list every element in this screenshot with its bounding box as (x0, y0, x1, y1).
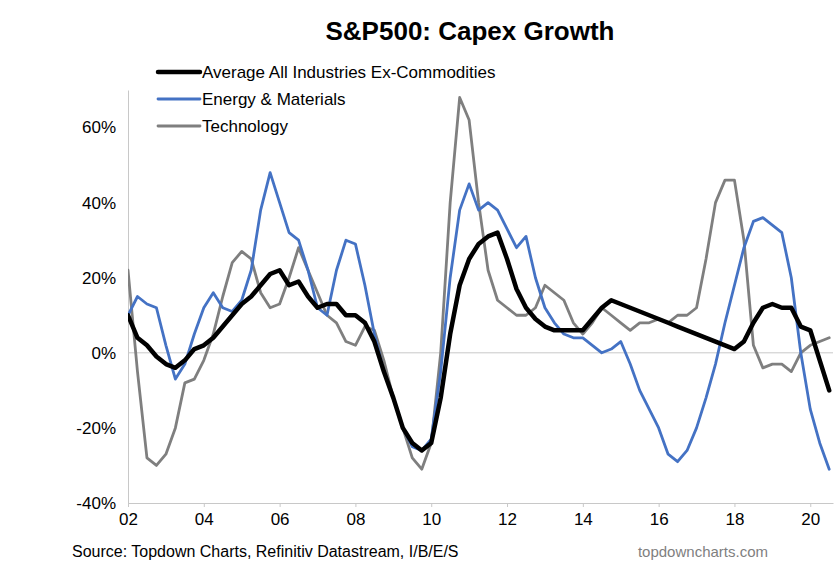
reference-lines (128, 352, 833, 353)
x-tick: 12 (498, 503, 517, 529)
x-tick-mark (431, 503, 432, 507)
y-tick: 40% (82, 194, 128, 213)
x-tick-label: 18 (725, 510, 744, 529)
x-axis: 02 04 06 08 10 12 14 16 18 20 (119, 503, 833, 529)
x-tick: 16 (650, 503, 669, 529)
legend-swatch (158, 98, 200, 101)
y-tick-label: 20% (82, 269, 116, 288)
x-tick: 18 (725, 503, 744, 529)
x-tick-mark (128, 503, 129, 507)
zero-line (128, 352, 833, 353)
x-tick-label: 20 (801, 510, 820, 529)
x-tick-mark (355, 503, 356, 507)
y-tick-label: -20% (76, 419, 116, 438)
x-tick-mark (204, 503, 205, 507)
legend-label: Average All Industries Ex-Commodities (202, 63, 496, 82)
y-axis-line (128, 91, 129, 504)
y-tick-label: -40% (76, 494, 116, 513)
x-tick-mark (734, 503, 735, 507)
source-note: Source: Topdown Charts, Refinitiv Datast… (72, 543, 459, 560)
y-tick-label: 60% (82, 118, 116, 137)
x-tick: 20 (801, 503, 820, 529)
x-tick-mark (507, 503, 508, 507)
legend-label: Energy & Materials (202, 90, 346, 109)
title: S&P500: Capex Growth (326, 16, 615, 46)
x-tick-label: 08 (346, 510, 365, 529)
x-tick: 08 (346, 503, 365, 529)
x-tick: 14 (574, 503, 593, 529)
x-tick-mark (810, 503, 811, 507)
plot-lines (128, 98, 829, 470)
x-tick-label: 10 (422, 510, 441, 529)
x-tick-mark (280, 503, 281, 507)
x-tick-label: 02 (119, 510, 138, 529)
x-axis-line (129, 503, 834, 504)
series-line (128, 98, 829, 470)
legend-swatch (158, 125, 200, 128)
series-line (128, 233, 829, 451)
legend-label: Technology (202, 117, 289, 136)
x-tick-label: 16 (650, 510, 669, 529)
y-tick-label: 0% (91, 344, 116, 363)
legend: Average All Industries Ex-Commodities Ene… (158, 63, 496, 136)
x-tick: 06 (271, 503, 290, 529)
x-tick-label: 14 (574, 510, 593, 529)
watermark: topdowncharts.com (638, 543, 768, 560)
y-tick: 60% (82, 118, 128, 137)
x-tick: 02 (119, 503, 138, 529)
x-tick: 04 (195, 503, 214, 529)
x-tick-label: 04 (195, 510, 214, 529)
y-tick-label: 40% (82, 194, 116, 213)
x-tick-mark (659, 503, 660, 507)
legend-swatch (158, 70, 200, 75)
y-tick: 20% (82, 269, 128, 288)
x-tick-mark (583, 503, 584, 507)
x-tick: 10 (422, 503, 441, 529)
y-tick: -20% (76, 419, 128, 438)
x-tick-label: 12 (498, 510, 517, 529)
series-line (128, 173, 829, 470)
y-axis: -40% -20% 0% 20% 40% 60% (76, 91, 128, 513)
x-tick-label: 06 (271, 510, 290, 529)
chart: S&P500: Capex Growth -40% -20% 0% 20% 40% 60% 0… (0, 0, 836, 575)
y-tick: 0% (91, 344, 128, 363)
